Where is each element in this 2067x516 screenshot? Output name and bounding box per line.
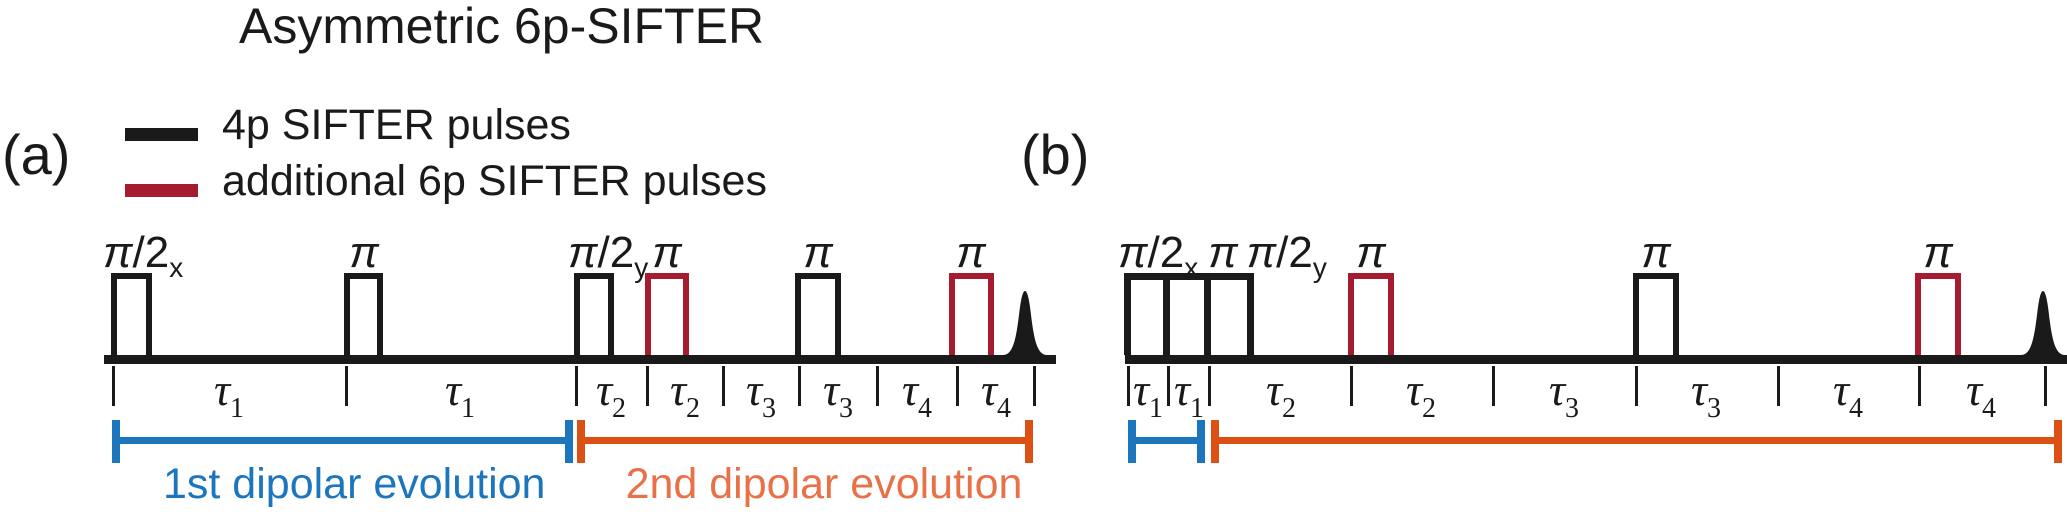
panel-b-evolution-bar-1st <box>1128 420 1205 463</box>
panel-a-delay-tau1-2: τ1 <box>444 365 476 424</box>
panel-b-delay-tau3-1: τ3 <box>1548 365 1580 424</box>
panel-b-delay-tau1-1: τ1 <box>1132 365 1164 424</box>
panel-a-delay-tau2-1: τ2 <box>595 365 627 424</box>
figure-title: Asymmetric 6p-SIFTER <box>239 0 765 54</box>
panel-a-pulse-label-pi-1: π <box>349 228 379 277</box>
panel-a-tick <box>345 366 348 406</box>
panel-b-tick <box>1777 366 1780 406</box>
panel-a-delay-tau3-2: τ3 <box>822 365 854 424</box>
panel-b-delay-tau3-2: τ3 <box>1690 365 1722 424</box>
panel-b-tick <box>2044 366 2047 406</box>
panel-b-pulse-pi-red-1 <box>1348 273 1394 355</box>
panel-b-tick <box>1918 366 1921 406</box>
panel-b-delay-tau2-1: τ2 <box>1265 365 1297 424</box>
panel-a-pulse-label-pi-red-2: π <box>956 228 986 277</box>
panel-a-label: (a) <box>2 123 71 186</box>
panel-a-pulse-label-pi-2: π <box>803 228 833 277</box>
panel-a-tick <box>956 366 959 406</box>
panel-a-baseline <box>104 355 1056 364</box>
panel-b-pulse-label-group: π/2x π π/2y <box>1118 231 1328 282</box>
panel-a-delay-tau4-2: τ4 <box>980 365 1012 424</box>
panel-b-delay-tau4-1: τ4 <box>1832 365 1864 424</box>
panel-a-pulse-pi2y <box>574 273 614 355</box>
legend-label-6p-pulses: additional 6p SIFTER pulses <box>222 157 767 205</box>
panel-b-pulse-label-pi-red-2: π <box>1923 228 1953 277</box>
panel-a-pulse-label-pi-red-1: π <box>652 228 682 277</box>
panel-a-pulse-pi-red-1 <box>645 273 689 355</box>
panel-a-delay-tau1-1: τ1 <box>213 365 245 424</box>
legend-swatch-6p-pulses <box>125 184 198 197</box>
panel-a-pulse-label-pi2y: π/2y <box>568 228 650 283</box>
panel-b-pulse-pi-red-2 <box>1915 273 1961 355</box>
panel-b-pulse-label-pi2x: π/2x <box>1118 228 1200 283</box>
panel-b-delay-tau1-2: τ1 <box>1173 365 1205 424</box>
panel-a-tick <box>1033 366 1036 406</box>
panel-b-pulse-pi-1 <box>1633 273 1679 355</box>
panel-a-tick <box>722 366 725 406</box>
panel-a-tick <box>798 366 801 406</box>
panel-a-evolution-bar-1st <box>112 420 573 463</box>
panel-b-tick <box>1167 366 1170 406</box>
panel-a-tick <box>876 366 879 406</box>
panel-a-pulse-pi-1 <box>344 273 383 355</box>
legend-swatch-4p-pulses <box>125 128 198 141</box>
panel-b-delay-tau4-2: τ4 <box>1965 365 1997 424</box>
panel-b-pulse-label-pi-1: π <box>1641 228 1671 277</box>
panel-b-evolution-bar-2nd <box>1211 420 2062 463</box>
panel-a-evolution-bar-2nd <box>577 420 1033 463</box>
panel-a-tick <box>112 366 115 406</box>
panel-a-delay-tau2-2: τ2 <box>669 365 701 424</box>
panel-b-pulse-label-pi2y: π/2y <box>1246 228 1328 283</box>
panel-b-echo-signal <box>2020 285 2066 355</box>
panel-a-evolution-label-2nd: 2nd dipolar evolution <box>625 460 1023 508</box>
panel-b-pulse-group-divider <box>1204 275 1211 355</box>
panel-a-echo-signal <box>1002 285 1048 355</box>
panel-b-tick <box>1635 366 1638 406</box>
panel-a-tick <box>646 366 649 406</box>
panel-a-pulse-label-pi2x: π/2x <box>103 228 185 283</box>
panel-b-tick <box>1492 366 1495 406</box>
legend-label-4p-pulses: 4p SIFTER pulses <box>222 101 571 149</box>
panel-a-delay-tau3-1: τ3 <box>745 365 777 424</box>
panel-b-label: (b) <box>1021 123 1090 186</box>
panel-a-pulse-pi2x <box>111 273 152 355</box>
panel-b-baseline <box>1125 355 2067 364</box>
panel-b-pulse-label-pi-red-1: π <box>1356 228 1386 277</box>
panel-b-tick <box>1350 366 1353 406</box>
panel-a-delay-tau4-1: τ4 <box>901 365 933 424</box>
panel-a-pulse-pi-2 <box>795 273 841 355</box>
panel-b-tick <box>1208 366 1211 406</box>
panel-b-pulse-label-pi: π <box>1208 228 1238 277</box>
panel-a-tick <box>575 366 578 406</box>
panel-a-pulse-pi-red-2 <box>949 273 994 355</box>
panel-b-pulse-group-divider <box>1163 275 1170 355</box>
panel-b-tick <box>1127 366 1130 406</box>
panel-a-evolution-label-1st: 1st dipolar evolution <box>163 460 546 508</box>
panel-b-pulse-group <box>1124 273 1254 355</box>
panel-b-delay-tau2-2: τ2 <box>1405 365 1437 424</box>
